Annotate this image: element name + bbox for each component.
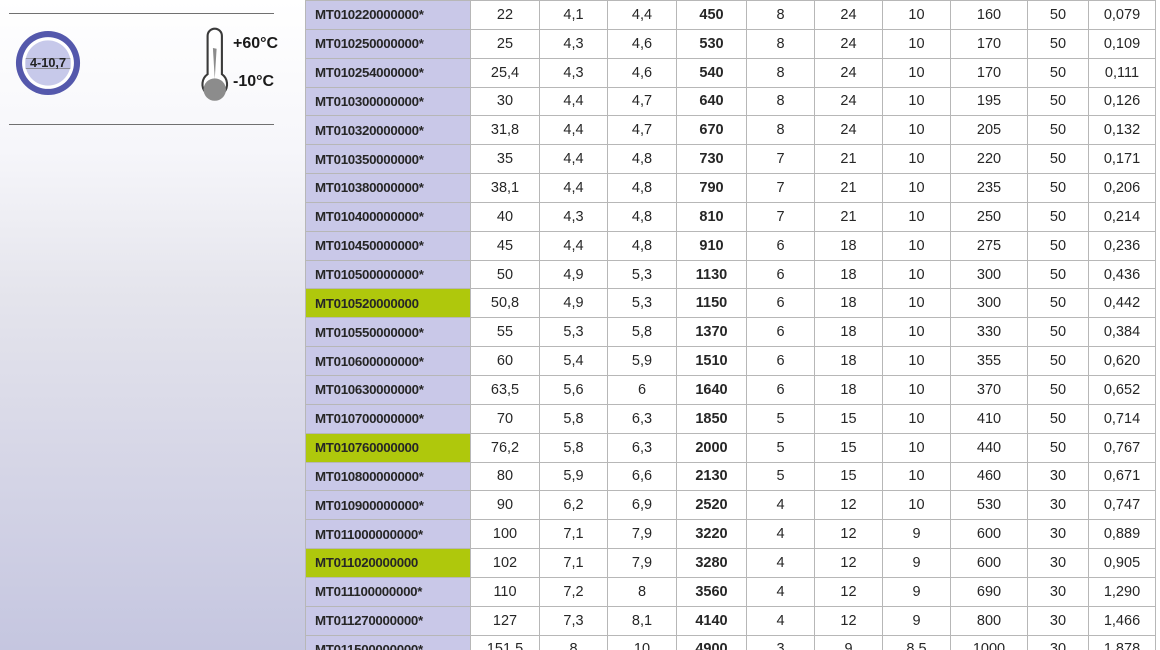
svg-text:4-10,7: 4-10,7 [30, 56, 66, 71]
